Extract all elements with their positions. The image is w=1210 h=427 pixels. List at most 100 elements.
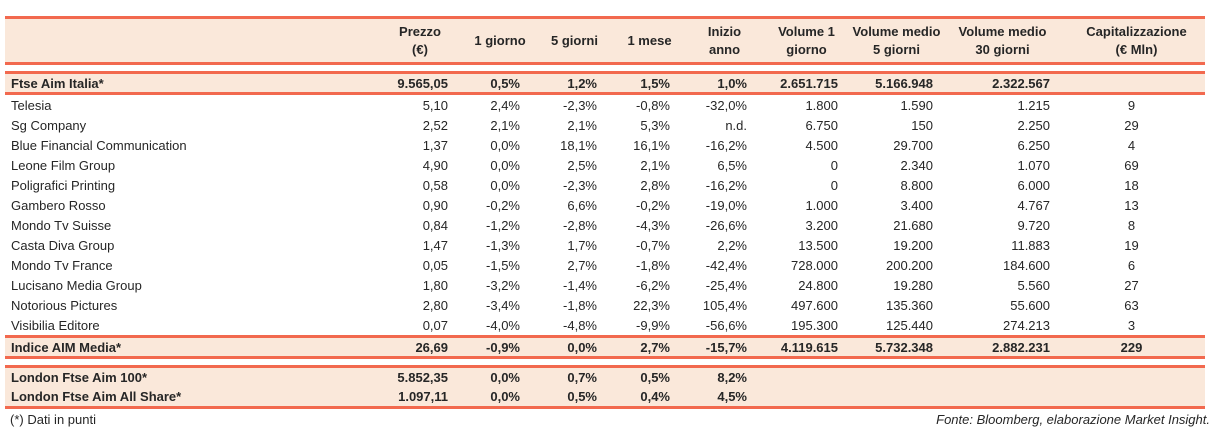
table-row: Indice AIM Media* 26,69 -0,9% 0,0% 2,7% -15,7… bbox=[5, 335, 1205, 359]
cell: 1,37 bbox=[422, 137, 448, 153]
cell: 2,5% bbox=[567, 157, 597, 173]
cell: 5.166.948 bbox=[846, 71, 941, 95]
cell: -6,2% bbox=[636, 277, 670, 293]
cell: 0 bbox=[830, 157, 838, 173]
column-header-1-mese: 1 mese bbox=[605, 16, 678, 65]
cell: 6.750 bbox=[805, 117, 838, 133]
cell: 9 bbox=[1127, 97, 1136, 113]
cell: 22,3% bbox=[633, 297, 670, 313]
cell: 13 bbox=[1124, 197, 1139, 213]
cell: 63 bbox=[1124, 297, 1139, 313]
table-body: Ftse Aim Italia* 9.565,05 0,5% 1,2% 1,5% 1,0%… bbox=[5, 63, 1205, 409]
cell: 0,5% bbox=[528, 387, 605, 409]
row-label: Casta Diva Group bbox=[11, 237, 115, 253]
cell: 4 bbox=[1127, 137, 1136, 153]
cell: -56,6% bbox=[705, 317, 747, 333]
column-header-capitalizzazione: Capitalizzazione (€ Mln) bbox=[1058, 16, 1205, 65]
cell: 5.560 bbox=[1017, 277, 1050, 293]
cell: -32,0% bbox=[705, 97, 747, 113]
cell: -1,2% bbox=[486, 217, 520, 233]
aim-italia-market-table: Prezzo (€) 1 giorno 5 giorni 1 mese Iniz… bbox=[5, 16, 1205, 409]
cell: 6,6% bbox=[567, 197, 597, 213]
cell: 5,3% bbox=[640, 117, 670, 133]
cell: 1.800 bbox=[805, 97, 838, 113]
row-label: Leone Film Group bbox=[11, 157, 116, 173]
row-label: Notorious Pictures bbox=[11, 297, 118, 313]
cell: 27 bbox=[1124, 277, 1139, 293]
cell: 135.360 bbox=[886, 297, 933, 313]
cell: 1,80 bbox=[422, 277, 448, 293]
spacer-row bbox=[5, 63, 1205, 73]
cell: -1,8% bbox=[563, 297, 597, 313]
cell: -0,2% bbox=[486, 197, 520, 213]
spacer-cell bbox=[5, 63, 1205, 73]
cell: 497.600 bbox=[791, 297, 838, 313]
cell: -42,4% bbox=[705, 257, 747, 273]
cell: 21.680 bbox=[893, 217, 933, 233]
cell: 1.215 bbox=[1017, 97, 1050, 113]
cell: 0,58 bbox=[422, 177, 448, 193]
cell: 18,1% bbox=[560, 137, 597, 153]
cell bbox=[846, 387, 941, 409]
cell: 2.882.231 bbox=[941, 335, 1058, 359]
cell: -19,0% bbox=[705, 197, 747, 213]
cell: 4,90 bbox=[422, 157, 448, 173]
column-header-prezzo: Prezzo (€) bbox=[368, 16, 456, 65]
row-label: Visibilia Editore bbox=[11, 317, 100, 333]
cell: 229 bbox=[1058, 335, 1205, 359]
cell: 195.300 bbox=[791, 317, 838, 333]
table-row: Casta Diva Group 1,47 -1,3% 1,7% -0,7% 2,2% 13… bbox=[5, 235, 1205, 255]
cell: -1,5% bbox=[486, 257, 520, 273]
cell: 3.400 bbox=[900, 197, 933, 213]
cell bbox=[1058, 71, 1205, 95]
table-row: Leone Film Group 4,90 0,0% 2,5% 2,1% 6,5% 0 2.3… bbox=[5, 155, 1205, 175]
cell: 29 bbox=[1124, 117, 1139, 133]
cell: 0,5% bbox=[605, 365, 678, 387]
cell: 19 bbox=[1124, 237, 1139, 253]
cell: -0,9% bbox=[456, 335, 528, 359]
cell: -3,2% bbox=[486, 277, 520, 293]
cell: -4,3% bbox=[636, 217, 670, 233]
footnote: (*) Dati in punti bbox=[10, 412, 96, 427]
cell: 8,2% bbox=[678, 365, 755, 387]
cell: -4,8% bbox=[563, 317, 597, 333]
cell: 1,7% bbox=[567, 237, 597, 253]
cell: 0,0% bbox=[528, 335, 605, 359]
cell: -2,8% bbox=[563, 217, 597, 233]
cell: 728.000 bbox=[791, 257, 838, 273]
source-credit: Fonte: Bloomberg, elaborazione Market In… bbox=[936, 412, 1210, 427]
cell: 24.800 bbox=[798, 277, 838, 293]
cell: -26,6% bbox=[705, 217, 747, 233]
cell: -2,3% bbox=[563, 177, 597, 193]
cell: -4,0% bbox=[486, 317, 520, 333]
cell: 18 bbox=[1124, 177, 1139, 193]
cell: 4.500 bbox=[805, 137, 838, 153]
cell: 3.200 bbox=[805, 217, 838, 233]
cell: 16,1% bbox=[633, 137, 670, 153]
cell: 11.883 bbox=[1011, 237, 1050, 253]
cell: 0,5% bbox=[456, 71, 528, 95]
cell: 2,4% bbox=[490, 97, 520, 113]
table-row: Lucisano Media Group 1,80 -3,2% -1,4% -6,2% -… bbox=[5, 275, 1205, 295]
cell: n.d. bbox=[725, 117, 747, 133]
cell: 2.651.715 bbox=[755, 71, 846, 95]
table-row: Ftse Aim Italia* 9.565,05 0,5% 1,2% 1,5% 1,0%… bbox=[5, 71, 1205, 95]
table-row: Telesia 5,10 2,4% -2,3% -0,8% -32,0% 1.800 1.59… bbox=[5, 94, 1205, 116]
row-label: Poligrafici Printing bbox=[11, 177, 116, 193]
cell: -0,8% bbox=[636, 97, 670, 113]
cell: 2,2% bbox=[717, 237, 747, 253]
cell: 105,4% bbox=[702, 297, 747, 313]
cell: -16,2% bbox=[705, 177, 747, 193]
spacer-cell bbox=[5, 357, 1205, 367]
table-footer: (*) Dati in punti Fonte: Bloomberg, elab… bbox=[10, 412, 1210, 427]
cell: 5,10 bbox=[422, 97, 448, 113]
cell: 1,2% bbox=[528, 71, 605, 95]
cell: 1.070 bbox=[1017, 157, 1050, 173]
cell: 8.800 bbox=[900, 177, 933, 193]
cell: 9.565,05 bbox=[368, 71, 456, 95]
row-label: Lucisano Media Group bbox=[11, 277, 142, 293]
cell: 55.600 bbox=[1010, 297, 1050, 313]
column-header-inizio-anno: Inizio anno bbox=[678, 16, 755, 65]
cell: 0,90 bbox=[422, 197, 448, 213]
row-label: Gambero Rosso bbox=[11, 197, 106, 213]
